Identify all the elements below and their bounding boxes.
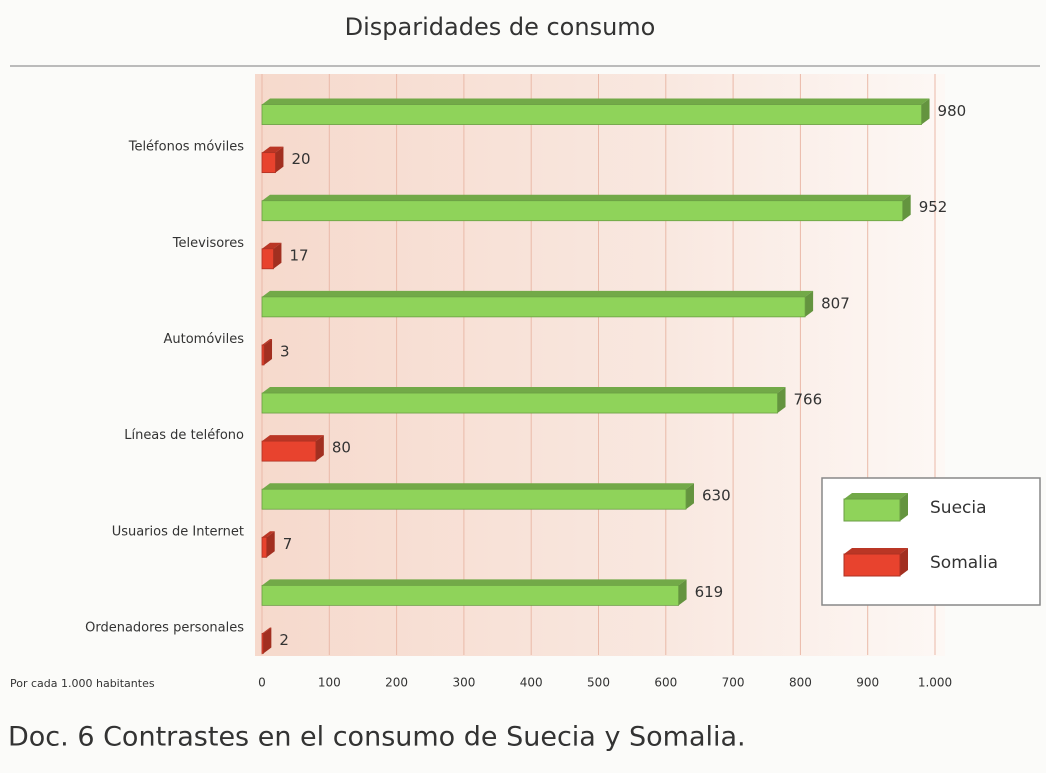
legend-label: Somalia [930, 553, 998, 573]
data-label: 7 [283, 535, 293, 553]
data-label: 952 [919, 198, 948, 216]
data-label: 766 [794, 391, 823, 409]
legend-swatch-top [844, 493, 908, 499]
bar [261, 440, 317, 462]
bar-side [264, 338, 273, 365]
bar-side [263, 627, 272, 654]
legend-label: Suecia [930, 498, 987, 518]
bar-side [921, 98, 930, 125]
x-tick-label: 600 [654, 676, 677, 690]
x-tick-label: 0 [258, 676, 266, 690]
bar-side [275, 146, 284, 173]
bar-top [262, 338, 273, 345]
bar-top [262, 290, 814, 297]
x-axis-label: Por cada 1.000 habitantes [10, 677, 155, 690]
bar [261, 488, 687, 510]
y-tick-label: Automóviles [164, 332, 245, 347]
bar-top [262, 242, 282, 249]
bar-side [902, 194, 911, 221]
x-tick-label: 500 [587, 676, 610, 690]
data-label: 980 [938, 102, 967, 120]
bar-side [266, 531, 275, 558]
bar [261, 104, 922, 125]
data-label: 807 [821, 294, 850, 312]
x-tick-label: 400 [520, 676, 543, 690]
bar-top [262, 483, 694, 490]
data-label: 2 [279, 631, 289, 649]
bar-side [678, 579, 687, 606]
bar-top [262, 146, 284, 153]
chart-title: Disparidades de consumo [345, 13, 656, 41]
bar-side [315, 435, 324, 462]
x-tick-label: 900 [856, 676, 879, 690]
bar [261, 200, 904, 222]
data-label: 3 [280, 342, 290, 360]
bar-top [262, 579, 687, 586]
y-tick-label: Usuarios de Internet [112, 524, 244, 539]
bar [261, 536, 268, 558]
bar-top [262, 435, 324, 442]
data-label: 619 [695, 583, 724, 601]
data-label: 20 [291, 150, 310, 168]
x-tick-label: 300 [452, 676, 475, 690]
bar-top [262, 98, 930, 105]
bar-top [262, 387, 786, 394]
bar-side [805, 290, 814, 317]
bar [261, 248, 274, 270]
y-tick-label: Teléfonos móviles [128, 140, 245, 155]
data-label: 630 [702, 487, 731, 505]
data-label: 80 [332, 439, 351, 457]
bar-top [262, 531, 275, 538]
legend-swatch-top [844, 548, 908, 554]
x-tick-label: 200 [385, 676, 408, 690]
x-tick-label: 1.000 [918, 676, 952, 690]
legend-swatch-side [900, 548, 908, 576]
data-label: 17 [289, 246, 308, 264]
bar-top [262, 627, 272, 634]
y-tick-label: Ordenadores personales [85, 621, 244, 636]
bar [261, 584, 679, 606]
bar [261, 633, 264, 654]
bar-side [777, 387, 786, 414]
bar [261, 392, 778, 414]
bar-side [685, 483, 694, 510]
y-tick-label: Líneas de teléfono [124, 428, 244, 443]
caption: Doc. 6 Contrastes en el consumo de Sueci… [8, 722, 746, 753]
bar [261, 152, 276, 174]
x-tick-label: 700 [722, 676, 745, 690]
y-tick-label: Televisores [172, 236, 244, 251]
legend-swatch [843, 553, 901, 577]
legend-swatch-side [900, 493, 908, 521]
bar [261, 296, 806, 318]
bar [261, 344, 265, 366]
x-tick-label: 100 [318, 676, 341, 690]
x-tick-label: 800 [789, 676, 812, 690]
legend-swatch [843, 498, 901, 522]
bar-top [262, 194, 911, 201]
bar-side [273, 242, 282, 269]
